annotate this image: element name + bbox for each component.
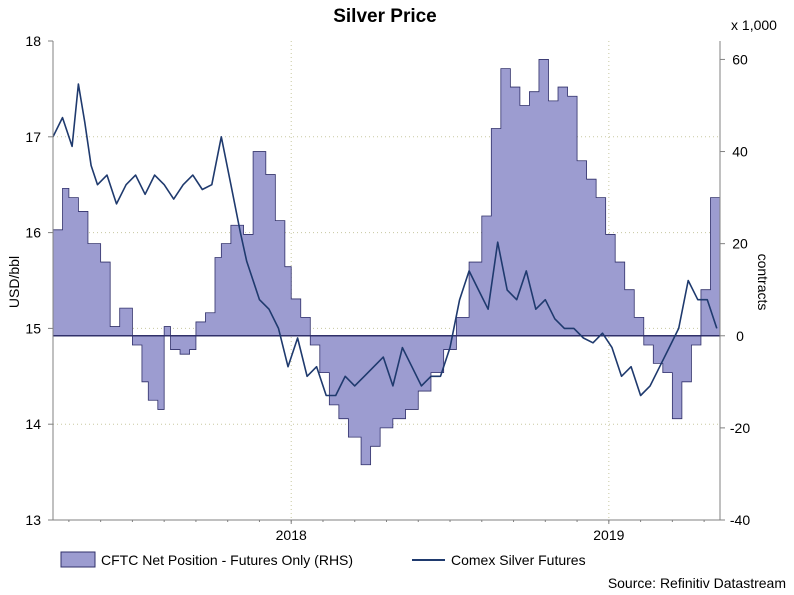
x-tick-label: 2018 xyxy=(276,527,307,543)
right-tick-label: 20 xyxy=(732,236,748,252)
right-tick-label: 60 xyxy=(732,51,748,67)
x-tick-label: 2019 xyxy=(593,527,624,543)
left-tick-label: 13 xyxy=(25,512,41,528)
left-tick-label: 15 xyxy=(25,320,41,336)
left-tick-label: 14 xyxy=(25,416,41,432)
left-axis-label: USD/bbl xyxy=(6,256,22,308)
comex-line-layer xyxy=(52,83,718,397)
legend: CFTC Net Position - Futures Only (RHS) C… xyxy=(60,551,586,568)
right-axis-multiplier: x 1,000 xyxy=(731,17,777,33)
right-axis-ticks: -40 -20 0 20 40 60 xyxy=(720,51,750,528)
legend-label-cftc: CFTC Net Position - Futures Only (RHS) xyxy=(101,552,353,568)
x-axis-ticks: 2018 2019 xyxy=(68,520,705,543)
right-axis-label: contracts xyxy=(755,254,771,311)
left-tick-label: 16 xyxy=(25,225,41,241)
right-tick-label: 40 xyxy=(732,144,748,160)
cftc-net-position-area xyxy=(52,59,721,466)
legend-swatch-area xyxy=(60,551,96,568)
chart-title: Silver Price xyxy=(333,6,437,27)
left-tick-label: 18 xyxy=(25,33,41,49)
right-tick-label: 0 xyxy=(736,328,744,344)
legend-label-comex: Comex Silver Futures xyxy=(451,552,586,568)
source-note: Source: Refinitiv Datastream xyxy=(608,575,786,591)
left-axis-ticks: 13 14 15 16 17 18 xyxy=(25,33,53,528)
right-tick-label: -40 xyxy=(730,512,750,528)
comex-silver-futures-line xyxy=(52,83,718,397)
legend-item-cftc: CFTC Net Position - Futures Only (RHS) xyxy=(60,551,353,568)
right-tick-label: -20 xyxy=(730,420,750,436)
cftc-area-layer xyxy=(52,59,721,466)
left-tick-label: 17 xyxy=(25,129,41,145)
legend-item-comex: Comex Silver Futures xyxy=(412,552,586,568)
